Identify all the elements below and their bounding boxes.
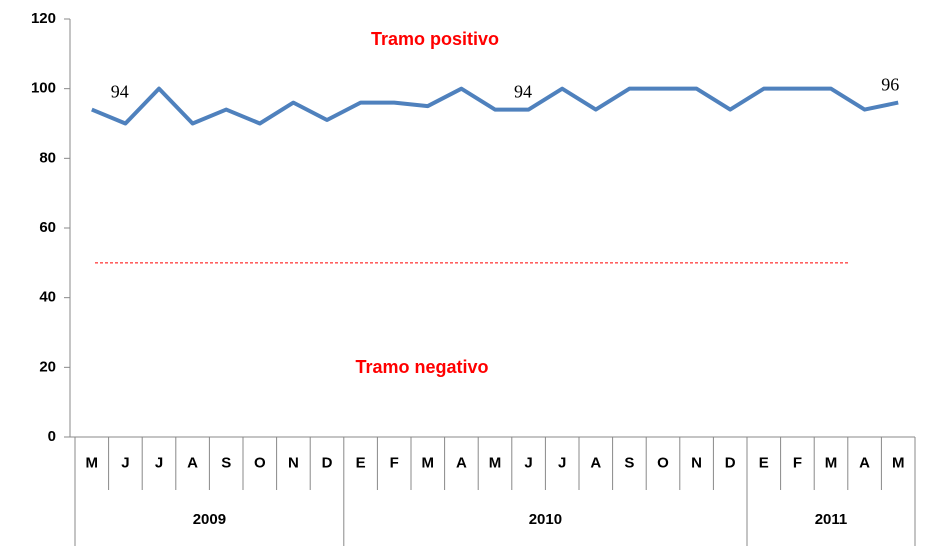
- x-tick-label: A: [859, 454, 870, 471]
- y-tick-label: 100: [31, 80, 56, 97]
- x-tick-label: J: [558, 454, 566, 471]
- y-tick-label: 0: [48, 428, 56, 445]
- x-tick-label: M: [489, 454, 502, 471]
- x-tick-label: J: [155, 454, 163, 471]
- x-tick-label: E: [759, 454, 769, 471]
- data-label: 94: [111, 82, 129, 102]
- x-tick-label: N: [691, 454, 702, 471]
- x-tick-label: S: [221, 454, 231, 471]
- y-tick-label: 80: [39, 149, 56, 166]
- data-line: [91, 86, 899, 126]
- group-label: 2009: [193, 511, 226, 528]
- y-tick-label: 40: [39, 289, 56, 306]
- x-tick-label: A: [187, 454, 198, 471]
- annotation: Tramo positivo: [371, 29, 499, 49]
- x-tick-label: F: [390, 454, 399, 471]
- x-tick-label: N: [288, 454, 299, 471]
- data-label: 96: [881, 75, 899, 95]
- x-tick-label: F: [793, 454, 802, 471]
- x-tick-label: O: [657, 454, 669, 471]
- y-tick-label: 60: [39, 219, 56, 236]
- group-label: 2010: [529, 511, 562, 528]
- x-tick-label: J: [524, 454, 532, 471]
- x-tick-label: M: [825, 454, 838, 471]
- y-tick-label: 120: [31, 10, 56, 27]
- x-tick-label: S: [624, 454, 634, 471]
- x-tick-label: O: [254, 454, 266, 471]
- x-tick-label: M: [422, 454, 435, 471]
- x-tick-label: M: [86, 454, 99, 471]
- x-tick-label: D: [725, 454, 736, 471]
- x-tick-label: M: [892, 454, 905, 471]
- annotation: Tramo negativo: [355, 357, 488, 377]
- x-tick-label: E: [356, 454, 366, 471]
- x-tick-label: A: [456, 454, 467, 471]
- x-tick-label: A: [590, 454, 601, 471]
- y-tick-label: 20: [39, 358, 56, 375]
- data-label: 94: [514, 82, 532, 102]
- x-tick-label: J: [121, 454, 129, 471]
- group-label: 2011: [815, 511, 848, 528]
- x-tick-label: D: [322, 454, 333, 471]
